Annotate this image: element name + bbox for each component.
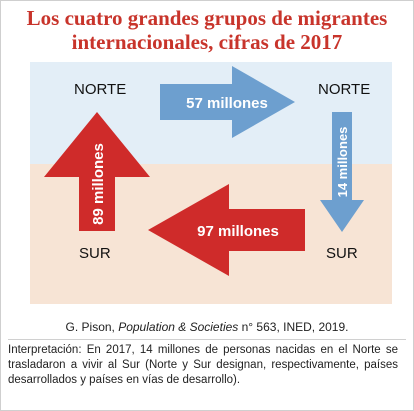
arrow-south-to-north: 89 millones [44, 112, 150, 231]
label-south-to-north: 89 millones [90, 143, 107, 225]
source-citation: G. Pison, Population & Societies n° 563,… [0, 320, 414, 334]
source-publication: Population & Societies [118, 320, 239, 334]
arrow-north-to-north: 57 millones [160, 66, 295, 138]
source-author: G. Pison, [65, 320, 119, 334]
label-south-to-south: 97 millones [197, 223, 279, 240]
region-south-left: SUR [79, 245, 111, 262]
region-south-right: SUR [326, 245, 358, 262]
title-line-2: internacionales, cifras de 2017 [71, 30, 343, 54]
source-details: n° 563, INED, 2019. [238, 320, 349, 334]
interpretation-note: Interpretación: En 2017, 14 millones de … [8, 344, 398, 386]
region-north-right: NORTE [318, 81, 371, 98]
arrow-south-to-south: 97 millones [148, 184, 305, 276]
figure-title: Los cuatro grandes grupos de migrantes i… [0, 6, 414, 54]
region-north-left: NORTE [74, 81, 127, 98]
label-north-to-south: 14 millones [335, 127, 350, 198]
arrow-north-to-south: 14 millones [320, 112, 364, 232]
title-line-1: Los cuatro grandes grupos de migrantes [26, 6, 388, 30]
divider [8, 339, 406, 340]
label-north-to-north: 57 millones [186, 95, 268, 112]
